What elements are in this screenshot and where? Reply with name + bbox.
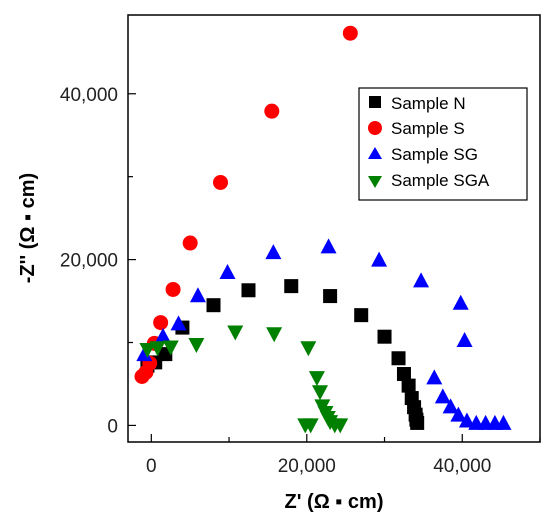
x-tick-label: 20,000 [278,456,336,477]
legend-marker-sample-n [369,96,381,108]
point-sample-s [342,25,358,41]
point-sample-n [377,329,392,344]
legend-label-sample-s: Sample S [391,119,465,138]
point-sample-sga [139,342,156,358]
legend-label-sample-n: Sample N [391,94,466,113]
point-sample-n [391,351,406,366]
point-sample-sga [149,341,166,357]
point-sample-sg [320,238,337,254]
point-sample-n [284,279,299,294]
point-sample-sga [308,371,325,387]
point-sample-sga [227,325,244,341]
point-sample-sg [219,264,236,280]
point-sample-sg [458,412,475,428]
y-tick-label: 0 [107,416,118,437]
point-sample-sg [189,287,206,303]
point-sample-sg [426,369,443,385]
point-sample-s [213,174,229,190]
point-sample-sga [300,341,317,357]
legend-label-sample-sga: Sample SGA [391,171,490,190]
point-sample-sga [297,418,314,434]
point-sample-sga [162,340,179,356]
point-sample-sg [456,332,473,348]
point-sample-sg [170,315,187,331]
point-sample-sg [434,388,451,404]
point-sample-n [401,378,416,393]
point-sample-sg [136,346,153,362]
point-sample-s [153,315,169,331]
point-sample-sg [495,414,512,430]
legend-marker-sample-sg [368,147,382,159]
legend: Sample N Sample S Sample SG Sample SGA [358,87,528,201]
point-sample-sga [188,337,205,353]
plot-frame [127,14,541,443]
point-sample-s [165,281,181,297]
point-sample-sg [452,294,469,310]
legend-marker-sample-s [368,121,382,135]
point-sample-n [323,289,338,304]
point-sample-n [396,367,411,382]
y-axis-title: -Z'' (Ω ▪ cm) [17,173,39,283]
x-axis-title: Z' (Ω ▪ cm) [285,491,384,513]
point-sample-sg [450,406,467,422]
point-sample-sg [154,327,171,343]
legend-marker-sample-sga [368,176,382,188]
point-sample-s [264,103,280,119]
legend-box [358,87,528,201]
legend-label-sample-sg: Sample SG [391,145,478,164]
point-sample-n [206,298,221,313]
point-sample-sg [371,251,388,267]
point-sample-s [182,235,198,251]
point-sample-sg [413,272,430,288]
x-tick-label: 0 [146,456,157,477]
axis-ticks: 0 20,000 40,000 0 20,000 40,000 [60,85,541,477]
y-tick-label: 20,000 [60,251,118,272]
point-sample-sg [442,398,459,414]
point-sample-sga [332,418,349,434]
point-sample-n [410,415,425,430]
x-tick-label: 40,000 [433,456,491,477]
y-tick-label: 40,000 [60,85,118,106]
data-points [134,25,512,434]
point-sample-sga [266,327,283,343]
point-sample-sg [265,244,282,260]
point-sample-n [241,283,256,298]
point-sample-sga [312,385,329,401]
point-sample-n [354,308,369,323]
